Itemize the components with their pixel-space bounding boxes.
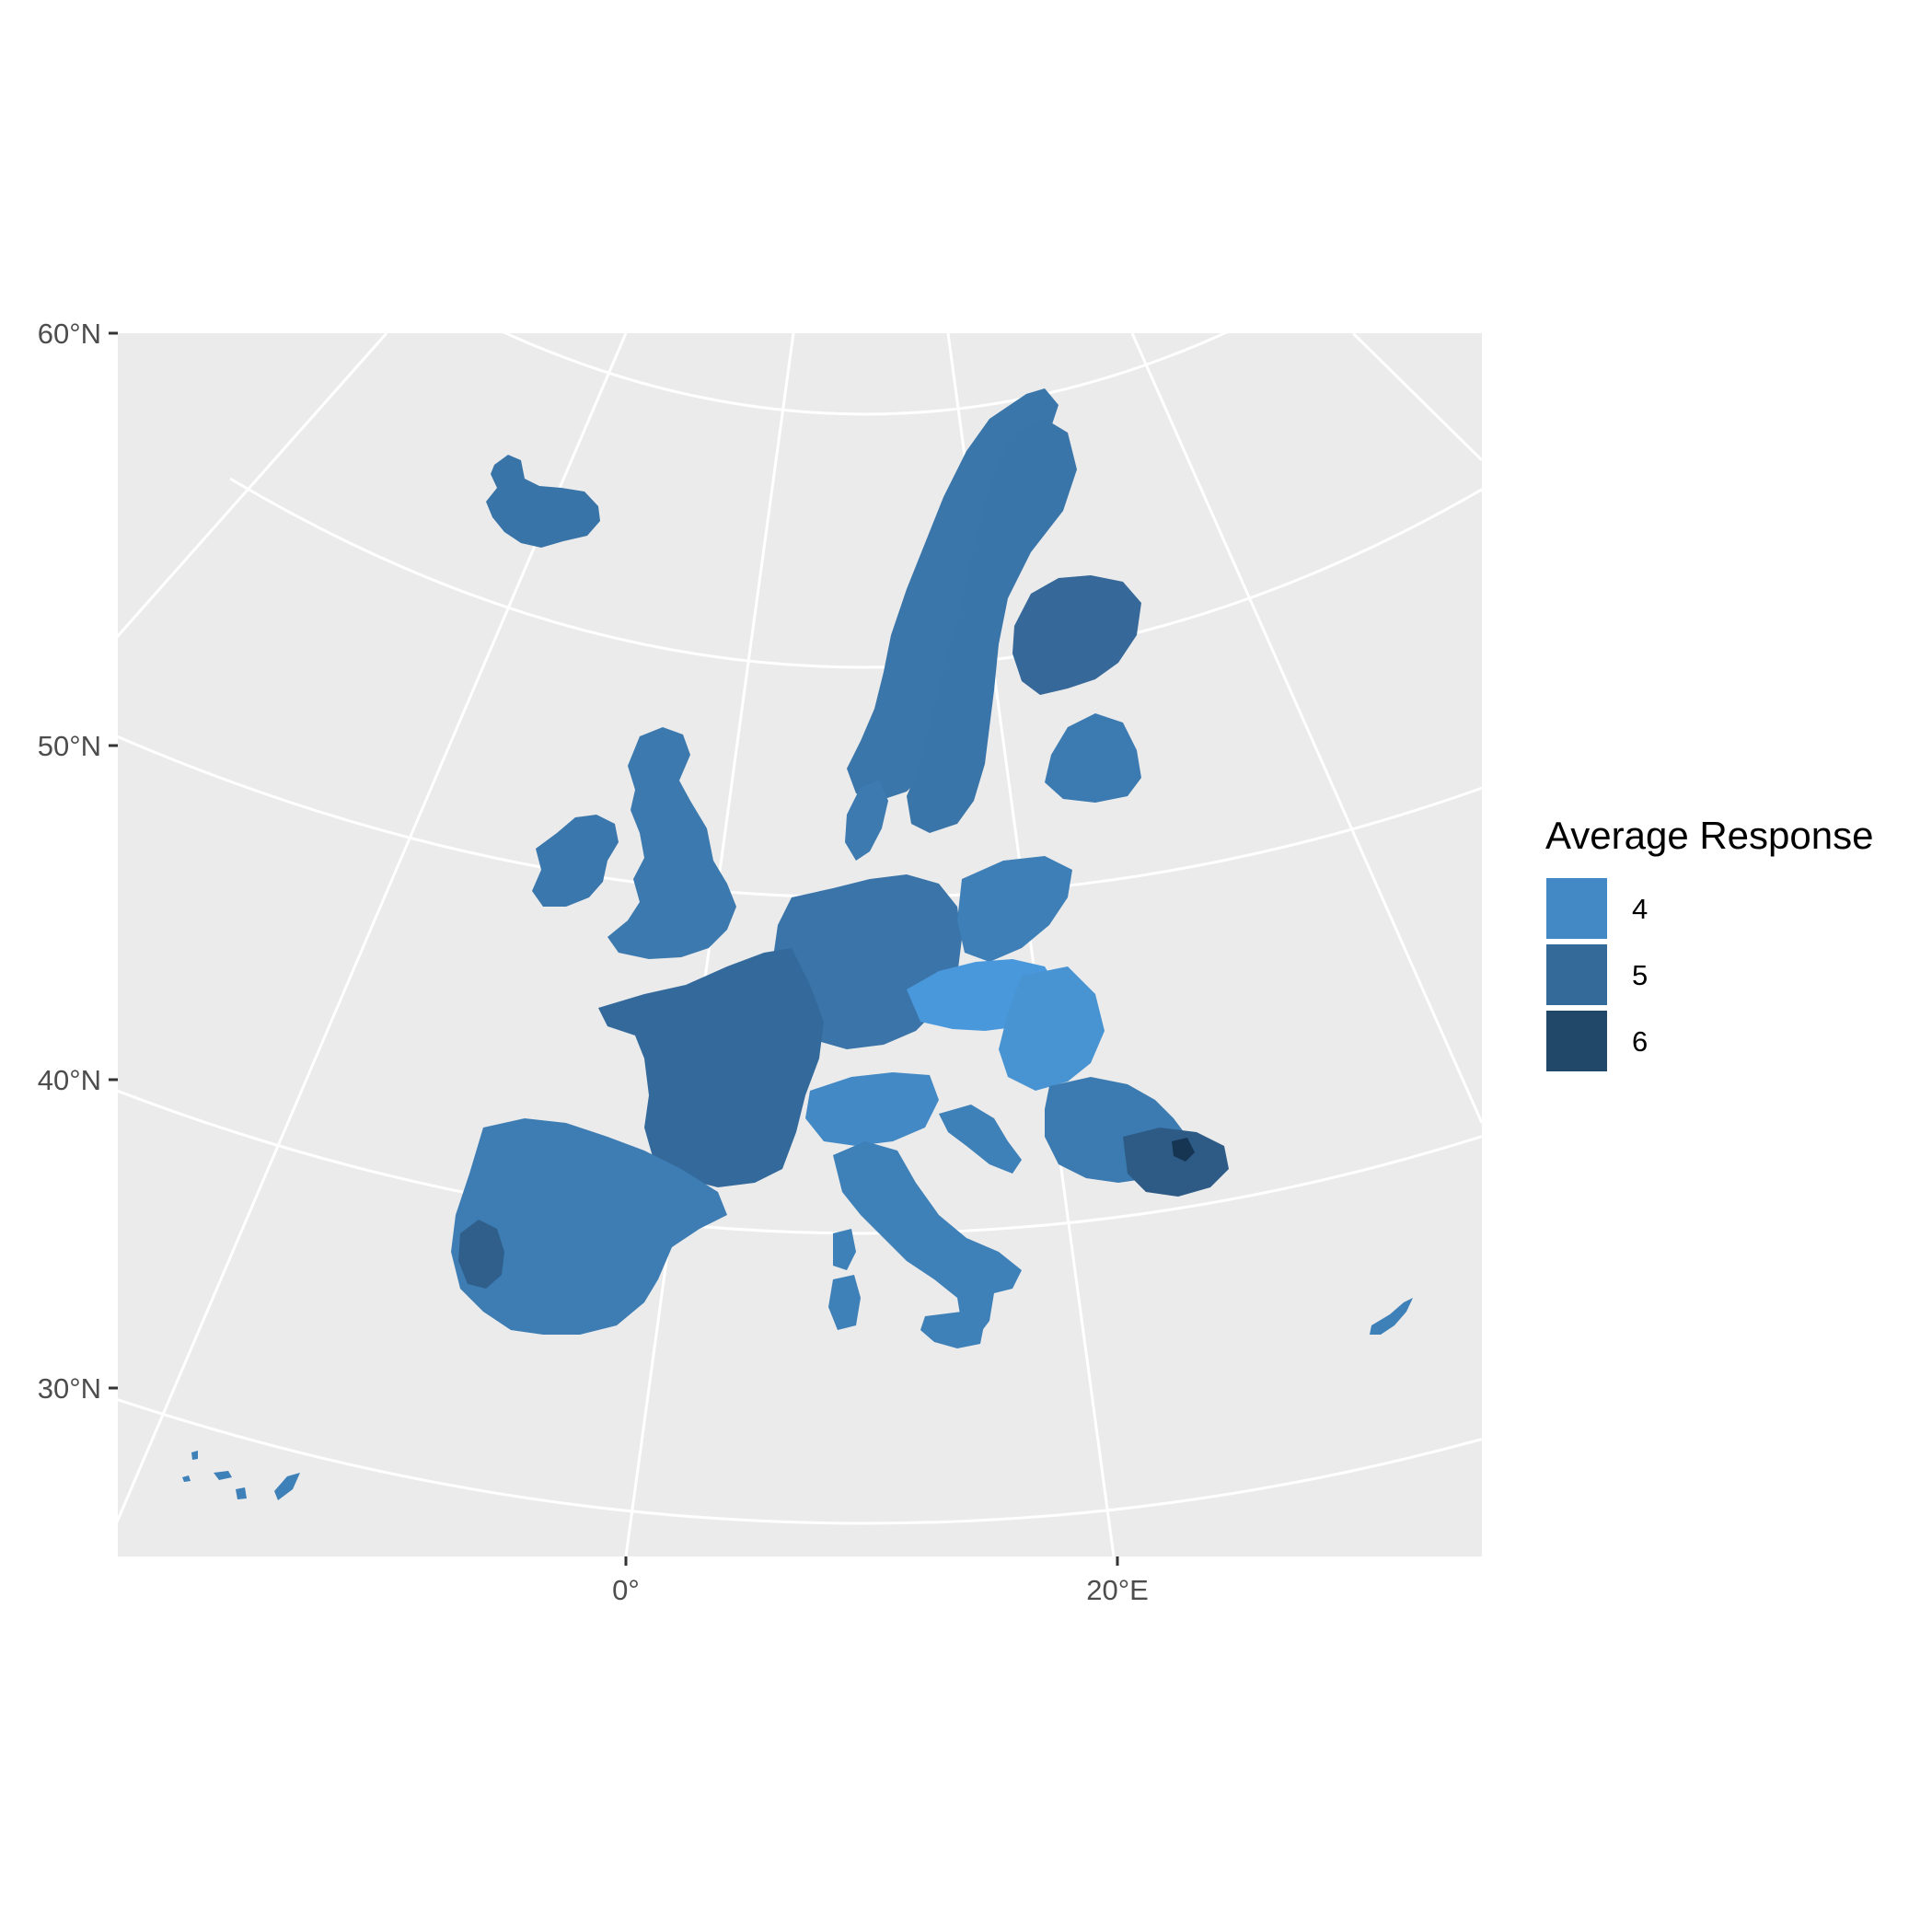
parallel-40	[118, 1089, 1482, 1235]
canary-island-1	[191, 1451, 198, 1460]
region-finland	[1012, 575, 1141, 695]
canary-island-4	[274, 1473, 300, 1500]
y-axis: 60°N 50°N 40°N 30°N	[38, 318, 118, 1405]
region-hungary-romania	[999, 966, 1105, 1091]
region-canary-islands	[182, 1451, 300, 1500]
legend-label-5: 5	[1632, 959, 1648, 991]
x-label-20e: 20°E	[1086, 1574, 1149, 1606]
region-croatia-slovenia	[939, 1105, 1022, 1174]
canary-island-5	[182, 1475, 191, 1482]
x-axis: 0° 20°E	[612, 1556, 1149, 1606]
region-corsica	[833, 1229, 856, 1270]
region-portugal-west	[458, 1220, 504, 1289]
legend-label-4: 4	[1632, 893, 1648, 925]
legend-swatch-6	[1544, 1009, 1609, 1073]
region-france	[598, 948, 824, 1187]
region-poland	[957, 856, 1072, 962]
region-austria-switzerland	[805, 1072, 939, 1146]
region-bulgaria	[1123, 1128, 1229, 1197]
parallel-30	[118, 1398, 1482, 1525]
region-sardinia	[828, 1275, 861, 1330]
region-ireland	[532, 815, 619, 907]
y-label-50: 50°N	[38, 730, 101, 762]
region-sicily	[920, 1312, 985, 1348]
region-baltics	[1045, 713, 1141, 803]
land-regions	[182, 388, 1413, 1500]
parallel-60	[502, 333, 1229, 416]
region-denmark	[845, 781, 888, 861]
region-bulgaria-dark-spot	[1172, 1138, 1195, 1162]
canary-island-2	[214, 1471, 232, 1480]
region-great-britain	[607, 727, 736, 959]
region-cyprus	[1370, 1298, 1413, 1335]
legend: Average Response 4 5 6	[1544, 814, 1873, 1073]
canary-island-3	[236, 1487, 247, 1499]
region-sweden	[907, 419, 1077, 833]
region-iberia	[451, 1118, 727, 1335]
parallel-55	[229, 477, 1482, 669]
meridian-e20	[1130, 333, 1482, 1124]
legend-label-6: 6	[1632, 1025, 1648, 1058]
y-label-30: 30°N	[38, 1372, 101, 1405]
legend-title: Average Response	[1545, 814, 1873, 857]
legend-swatch-5	[1544, 943, 1609, 1007]
x-label-0: 0°	[612, 1574, 640, 1606]
region-iceland	[486, 455, 600, 548]
meridian-e30	[1351, 333, 1482, 462]
region-italy	[833, 1141, 1022, 1339]
legend-swatch-4	[1544, 876, 1609, 941]
meridian-w20	[118, 333, 388, 639]
y-label-40: 40°N	[38, 1064, 101, 1096]
y-label-60: 60°N	[38, 318, 101, 350]
